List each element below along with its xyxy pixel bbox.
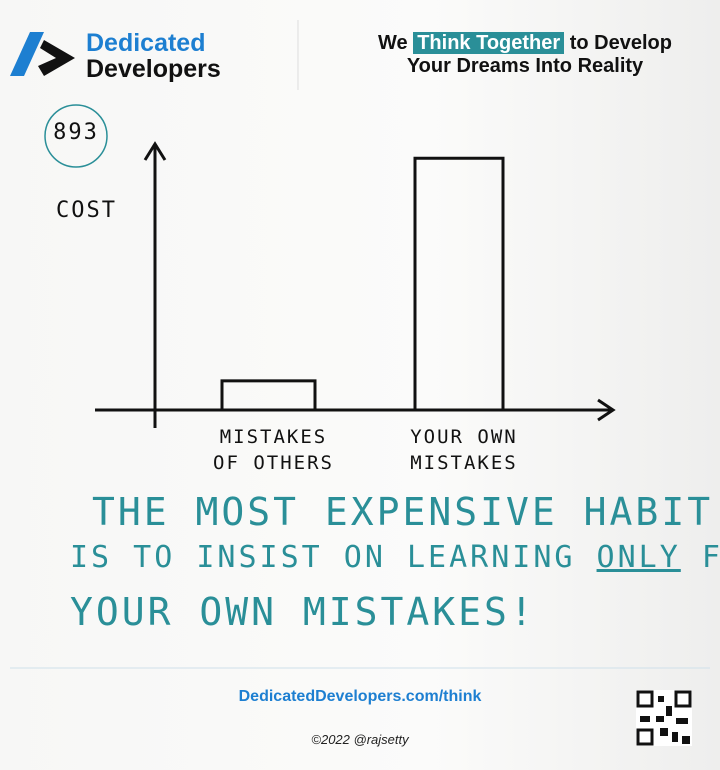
y-axis-arrow	[143, 141, 167, 161]
copyright: ©2022 @rajsetty	[311, 732, 409, 747]
tagline-highlight: Think Together	[413, 32, 565, 54]
tagline-text: Your Dreams Into Reality	[406, 55, 644, 77]
brand-top: Dedicated	[86, 29, 206, 57]
badge-circle	[44, 104, 108, 168]
brand-bottom: Developers	[86, 55, 221, 83]
quote-line: IS TO INSIST ON LEARNING ONLY FROM	[70, 540, 720, 575]
x-tick-label: YOUR OWN MISTAKES	[410, 426, 518, 474]
qr-code	[636, 690, 692, 746]
x-axis-arrow	[597, 398, 616, 422]
badge-number: 893	[53, 120, 99, 145]
quote-text: IS TO INSIST ON LEARNING	[70, 540, 576, 575]
quote-text: FROM	[701, 540, 720, 575]
footer-url[interactable]: DedicatedDevelopers.com/think	[238, 688, 482, 705]
quote-line: YOUR OWN MISTAKES!	[70, 590, 536, 634]
tagline-text: to Develop	[569, 32, 672, 54]
x-tick-label: MISTAKES OF OTHERS	[213, 426, 334, 474]
quote-line: THE MOST EXPENSIVE HABIT	[92, 490, 714, 534]
quote-emphasis: ONLY	[596, 540, 681, 575]
bar	[413, 156, 505, 412]
tagline-text: We	[378, 32, 408, 54]
logo-mark	[10, 32, 75, 76]
tagline: We Think Together to Develop Your Dreams…	[330, 32, 720, 78]
bar	[220, 379, 317, 412]
y-axis-label: COST	[56, 198, 117, 223]
